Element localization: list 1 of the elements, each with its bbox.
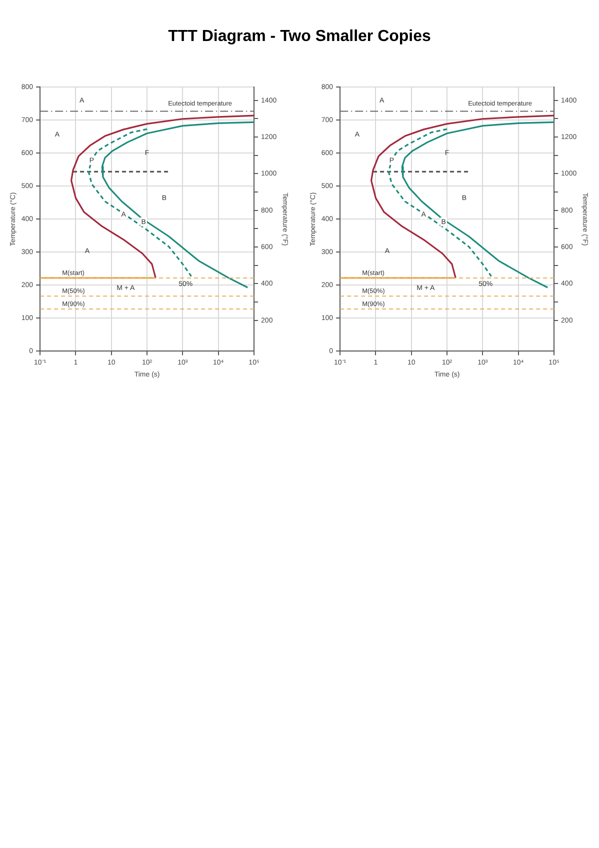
text: TTT Diagram - Two Smaller Copies: [167, 28, 432, 46]
